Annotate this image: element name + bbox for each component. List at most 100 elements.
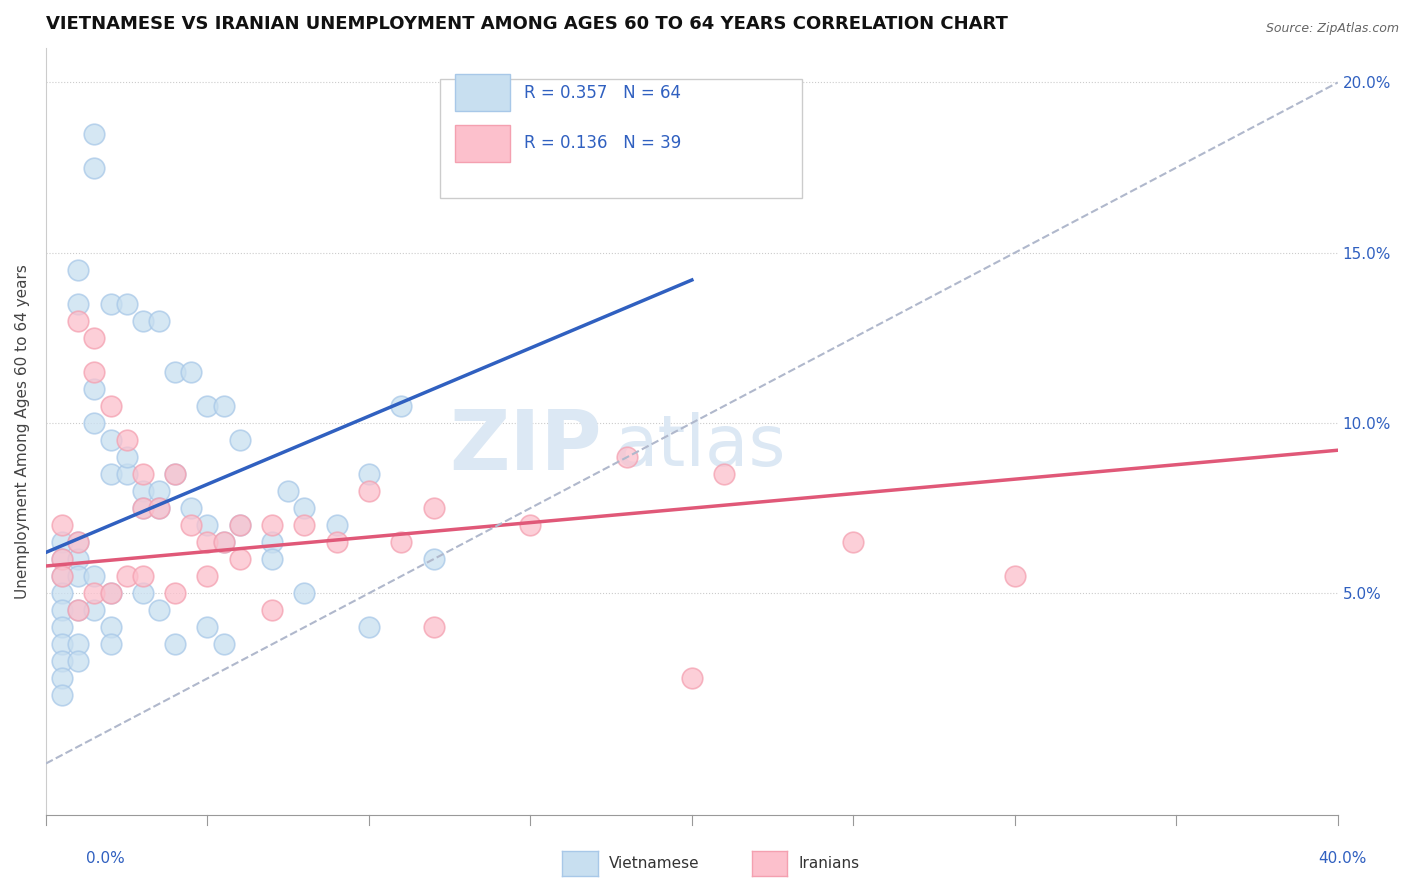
Point xyxy=(51,620,73,634)
Point xyxy=(100,467,122,481)
Point xyxy=(51,569,73,583)
Point xyxy=(325,518,347,533)
Point xyxy=(83,161,105,175)
Y-axis label: Unemployment Among Ages 60 to 64 years: Unemployment Among Ages 60 to 64 years xyxy=(15,264,30,599)
Point xyxy=(132,467,155,481)
Point xyxy=(148,501,170,516)
Point xyxy=(357,620,380,634)
Text: 0.0%: 0.0% xyxy=(86,851,125,865)
Point xyxy=(132,314,155,328)
Text: ZIP: ZIP xyxy=(449,407,602,487)
Point xyxy=(212,535,235,549)
Point xyxy=(519,518,541,533)
Point xyxy=(67,569,90,583)
Point xyxy=(422,501,444,516)
Point xyxy=(51,671,73,685)
Point xyxy=(83,586,105,600)
Point xyxy=(260,518,283,533)
Point xyxy=(83,365,105,379)
Point xyxy=(180,518,202,533)
Text: Vietnamese: Vietnamese xyxy=(609,856,699,871)
Point xyxy=(67,552,90,566)
Point xyxy=(115,433,138,447)
Point xyxy=(51,535,73,549)
Point xyxy=(67,297,90,311)
Point xyxy=(100,620,122,634)
Point xyxy=(83,569,105,583)
FancyBboxPatch shape xyxy=(456,125,510,161)
Point xyxy=(260,535,283,549)
Point xyxy=(132,501,155,516)
Point xyxy=(197,535,219,549)
Point xyxy=(616,450,638,464)
Point xyxy=(212,399,235,413)
Point xyxy=(197,569,219,583)
Point xyxy=(229,518,252,533)
Point xyxy=(292,518,315,533)
Point xyxy=(115,450,138,464)
Point xyxy=(389,535,412,549)
Point xyxy=(357,467,380,481)
Point xyxy=(389,399,412,413)
Text: R = 0.136   N = 39: R = 0.136 N = 39 xyxy=(524,135,681,153)
Point xyxy=(100,433,122,447)
FancyBboxPatch shape xyxy=(440,79,801,198)
Point xyxy=(67,637,90,651)
Point xyxy=(212,535,235,549)
Point xyxy=(148,484,170,499)
Point xyxy=(148,314,170,328)
Point xyxy=(83,416,105,430)
Point xyxy=(83,603,105,617)
Point xyxy=(229,433,252,447)
Text: VIETNAMESE VS IRANIAN UNEMPLOYMENT AMONG AGES 60 TO 64 YEARS CORRELATION CHART: VIETNAMESE VS IRANIAN UNEMPLOYMENT AMONG… xyxy=(46,15,1008,33)
Point xyxy=(67,262,90,277)
Point xyxy=(83,382,105,396)
Point xyxy=(842,535,865,549)
FancyBboxPatch shape xyxy=(456,75,510,112)
Point xyxy=(422,552,444,566)
Point xyxy=(260,552,283,566)
Text: Source: ZipAtlas.com: Source: ZipAtlas.com xyxy=(1265,22,1399,36)
Text: 40.0%: 40.0% xyxy=(1319,851,1367,865)
Point xyxy=(148,501,170,516)
Point xyxy=(83,331,105,345)
Point xyxy=(292,501,315,516)
Point xyxy=(100,586,122,600)
Text: Iranians: Iranians xyxy=(799,856,859,871)
Point xyxy=(292,586,315,600)
Point xyxy=(100,586,122,600)
Point xyxy=(67,535,90,549)
Point xyxy=(115,569,138,583)
Point xyxy=(229,518,252,533)
Point xyxy=(83,127,105,141)
Point xyxy=(180,365,202,379)
Point xyxy=(132,501,155,516)
Point xyxy=(132,484,155,499)
Point xyxy=(51,654,73,668)
Point xyxy=(51,569,73,583)
Point xyxy=(681,671,703,685)
Point xyxy=(100,399,122,413)
Text: R = 0.357   N = 64: R = 0.357 N = 64 xyxy=(524,84,681,102)
Point xyxy=(165,586,187,600)
Point xyxy=(197,620,219,634)
Point xyxy=(197,518,219,533)
Point xyxy=(67,654,90,668)
Point xyxy=(229,552,252,566)
Point xyxy=(165,365,187,379)
Point xyxy=(67,314,90,328)
Point xyxy=(67,603,90,617)
Point xyxy=(260,603,283,617)
Point xyxy=(325,535,347,549)
Point xyxy=(132,586,155,600)
Text: atlas: atlas xyxy=(614,412,786,482)
Point xyxy=(115,467,138,481)
Point xyxy=(148,603,170,617)
Point xyxy=(357,484,380,499)
Point xyxy=(212,637,235,651)
Point xyxy=(115,297,138,311)
Point xyxy=(197,399,219,413)
Point xyxy=(100,297,122,311)
Point xyxy=(1004,569,1026,583)
Point xyxy=(51,552,73,566)
